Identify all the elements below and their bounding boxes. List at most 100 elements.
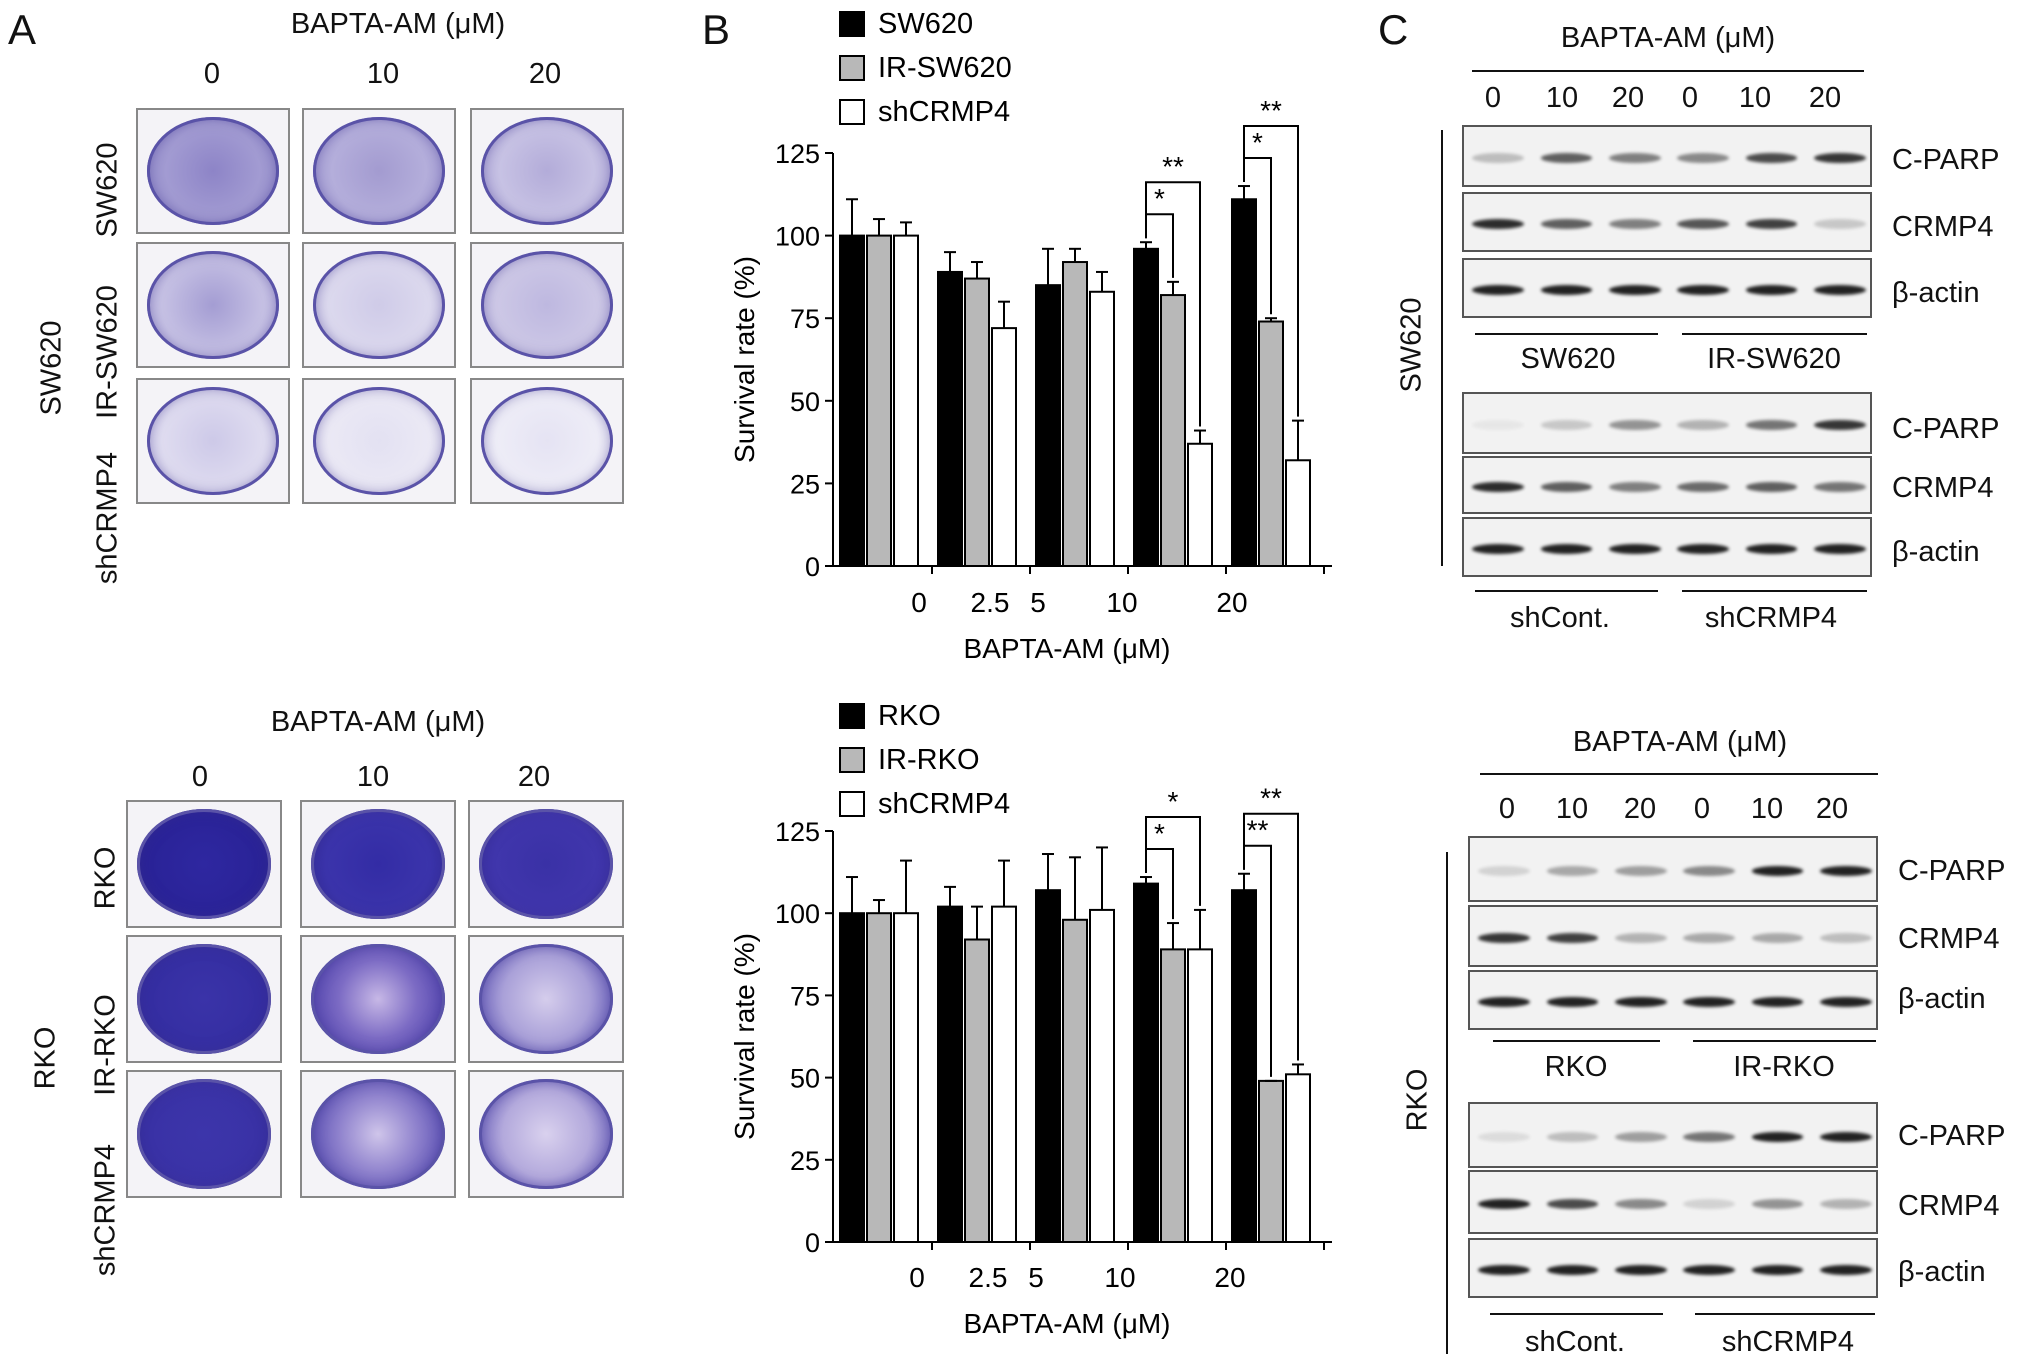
blot-label: β-actin (1892, 277, 1980, 309)
title-underline (1472, 70, 1864, 72)
colony-dish-image (302, 108, 456, 234)
group-underline (1490, 1313, 1663, 1315)
legend-swatch (839, 11, 865, 37)
bar (1187, 948, 1213, 1243)
group-label: shCRMP4 (1704, 602, 1838, 634)
blot-label: β-actin (1892, 536, 1980, 568)
colony-dish-image (300, 1070, 456, 1198)
bar (937, 270, 963, 567)
row-label: SW620 (91, 142, 124, 238)
dose-label: 0 (203, 58, 221, 90)
dose-label: 20 (517, 761, 551, 793)
legend-swatch (839, 99, 865, 125)
colony-dish-image (126, 1070, 282, 1198)
panel-a-top-title: BAPTA-AM (μM) (290, 8, 506, 40)
y-tick-label: 125 (775, 817, 820, 847)
group-label: RKO (1544, 1051, 1608, 1083)
bar (1231, 198, 1257, 567)
bar (1231, 889, 1257, 1244)
bar (893, 234, 919, 567)
legend-entry: shCRMP4 (878, 788, 1010, 820)
legend-swatch (839, 747, 865, 773)
blot-label: C-PARP (1892, 144, 2000, 176)
blot-label: β-actin (1898, 983, 1986, 1015)
bar (839, 234, 865, 567)
western-blot-image (1468, 1102, 1878, 1168)
group-label: shCont. (1525, 1326, 1625, 1358)
y-tick-label: 50 (790, 1064, 820, 1094)
western-blot-image (1468, 1238, 1878, 1298)
bar (1089, 290, 1115, 567)
row-label: shCRMP4 (89, 1143, 122, 1277)
bar (839, 912, 865, 1243)
dose-label: 0 (1681, 82, 1699, 114)
dose-label: 10 (1555, 793, 1589, 825)
legend-swatch (839, 703, 865, 729)
group-underline (1693, 1040, 1876, 1042)
group-label-sw620: SW620 (35, 320, 68, 416)
bar (964, 277, 990, 567)
bar (937, 905, 963, 1243)
bar (1160, 294, 1186, 567)
western-blot-image (1468, 970, 1878, 1030)
legend-entry: RKO (878, 700, 941, 732)
colony-dish-image (300, 800, 456, 928)
colony-dish-image (302, 242, 456, 368)
blot-label: CRMP4 (1892, 211, 1994, 243)
y-tick-label: 75 (790, 981, 820, 1011)
western-blot-image (1462, 125, 1872, 187)
x-tick-label: 10 (1106, 587, 1137, 618)
significance-bracket (1145, 816, 1201, 906)
western-blot-image (1462, 258, 1872, 318)
bar (1160, 948, 1186, 1243)
colony-dish-image (470, 108, 624, 234)
colony-dish-image (468, 1070, 624, 1198)
chart-sw620: SW620IR-SW620shCRMP40255075100125Surviva… (729, 8, 1332, 664)
legend-entry: shCRMP4 (878, 96, 1010, 128)
colony-dish-image (126, 935, 282, 1063)
y-tick-label: 25 (790, 469, 820, 499)
significance-label: * (1154, 183, 1165, 214)
group-label: shCont. (1510, 602, 1610, 634)
x-tick-label: 2.5 (971, 587, 1010, 618)
x-axis-label: BAPTA-AM (μM) (964, 633, 1171, 664)
y-tick-label: 50 (790, 387, 820, 417)
legend-swatch (839, 55, 865, 81)
western-blot-image (1462, 392, 1872, 454)
dose-label: 0 (1693, 793, 1711, 825)
group-bracket-line (1446, 852, 1448, 1354)
y-axis-label: Survival rate (%) (729, 933, 760, 1140)
x-tick-label: 2.5 (969, 1262, 1008, 1293)
bar (1187, 442, 1213, 568)
bar (866, 234, 892, 567)
bar (1133, 247, 1159, 567)
western-blot-image (1462, 456, 1872, 514)
panel-letter-c: C (1378, 6, 1409, 53)
group-label: IR-RKO (1733, 1051, 1835, 1083)
legend-entry: IR-SW620 (878, 52, 1012, 84)
significance-label: ** (1162, 151, 1184, 182)
group-bracket-line (1441, 130, 1443, 566)
x-tick-label: 0 (911, 587, 927, 618)
x-tick-label: 5 (1028, 1262, 1044, 1293)
colony-dish-image (470, 242, 624, 368)
dose-label: 10 (366, 58, 400, 90)
colony-dish-image (300, 935, 456, 1063)
western-blot-image (1468, 905, 1878, 967)
y-axis-label: Survival rate (%) (729, 256, 760, 463)
y-tick-label: 100 (775, 222, 820, 252)
legend-entry: IR-RKO (878, 744, 980, 776)
dose-label: 0 (1498, 793, 1516, 825)
group-label: shCRMP4 (1721, 1326, 1855, 1358)
row-label: RKO (89, 846, 122, 910)
x-tick-label: 10 (1104, 1262, 1135, 1293)
y-tick-label: 0 (805, 552, 820, 582)
blot-label: CRMP4 (1892, 472, 1994, 504)
colony-dish-image (470, 378, 624, 504)
bar (1035, 284, 1061, 567)
blot-label: β-actin (1898, 1256, 1986, 1288)
panel-c-top-title: BAPTA-AM (μM) (1560, 22, 1776, 54)
significance-label: * (1252, 127, 1263, 158)
colony-dish-image (136, 242, 290, 368)
colony-dish-image (302, 378, 456, 504)
